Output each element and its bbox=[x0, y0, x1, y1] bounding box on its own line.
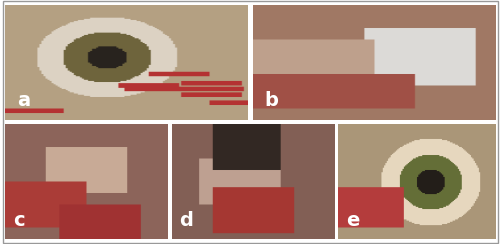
Text: e: e bbox=[346, 211, 359, 230]
Text: d: d bbox=[180, 211, 194, 230]
Text: a: a bbox=[17, 92, 30, 110]
Text: b: b bbox=[264, 92, 278, 110]
Text: c: c bbox=[13, 211, 25, 230]
